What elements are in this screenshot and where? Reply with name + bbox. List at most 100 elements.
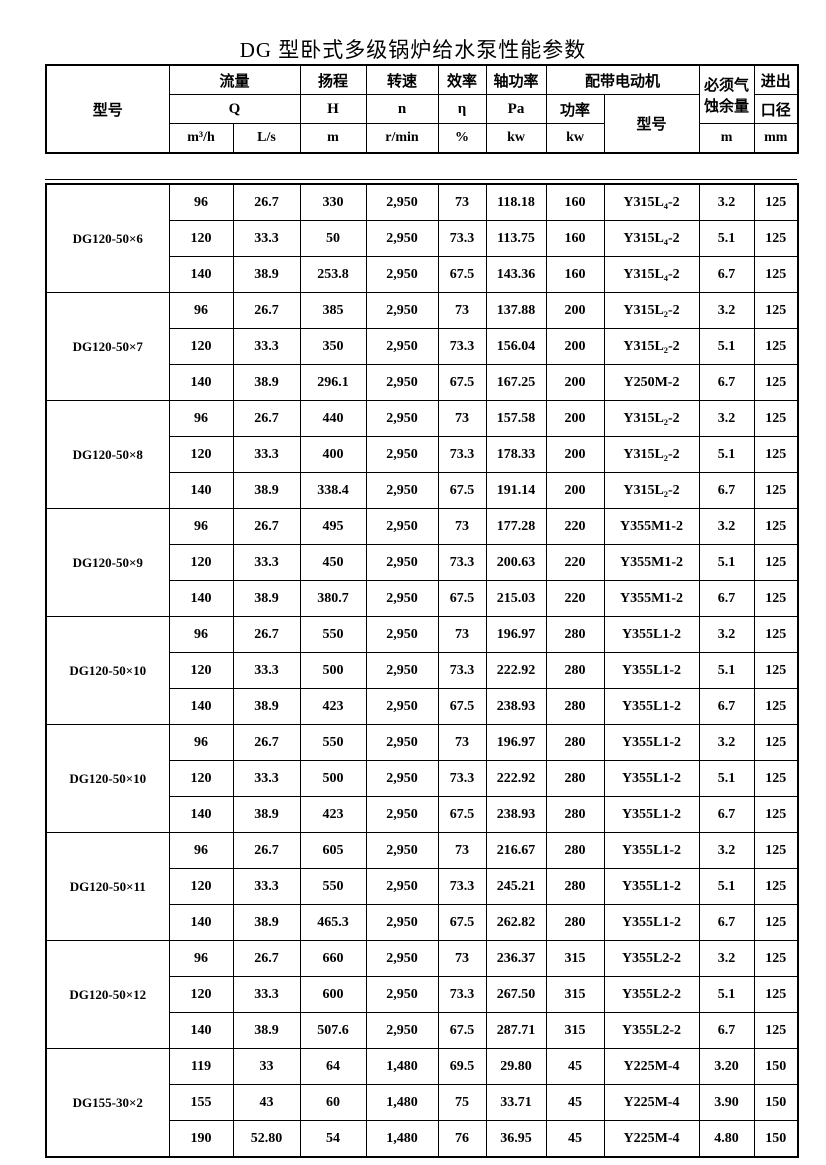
data-cell: 120 — [168, 220, 234, 257]
data-cell: 125 — [753, 1012, 799, 1049]
data-cell: 54 — [299, 1120, 367, 1158]
data-cell: 29.80 — [485, 1048, 547, 1085]
data-cell: Y355L1-2 — [603, 868, 700, 905]
data-cell: 350 — [299, 328, 367, 365]
data-cell: 33.3 — [232, 544, 301, 581]
data-cell: 5.1 — [698, 976, 755, 1013]
pump-model-cell: DG120-50×10 — [45, 616, 170, 725]
data-cell: 3.90 — [698, 1084, 755, 1121]
data-cell: Y315L₂-2 — [603, 436, 700, 473]
data-cell: 33.71 — [485, 1084, 547, 1121]
data-cell: 67.5 — [437, 796, 487, 833]
data-cell: 2,950 — [365, 796, 439, 833]
header-speed-symbol: n — [365, 94, 439, 124]
data-cell: 96 — [168, 832, 234, 869]
table-row: DG120-50×10 96 26.7 550 2,950 73 196.97 280 Y355… — [45, 724, 799, 833]
data-cell: 550 — [299, 868, 367, 905]
header-efficiency: 效率 — [437, 64, 487, 95]
data-cell: 2,950 — [365, 868, 439, 905]
data-cell: 73 — [437, 292, 487, 329]
data-cell: 26.7 — [232, 616, 301, 653]
pump-model-cell: DG120-50×6 — [45, 183, 170, 293]
data-cell: 196.97 — [485, 616, 547, 653]
data-cell: 125 — [753, 508, 799, 545]
data-cell: 196.97 — [485, 724, 547, 761]
table-row: 155 43 60 1,480 75 33.71 45 Y225M-4 3.90 150 — [46, 1084, 799, 1121]
data-cell: 245.21 — [485, 868, 547, 905]
data-cell: 125 — [753, 868, 799, 905]
table-row: 140 38.9 423 2,950 67.5 238.93 280 Y355L1-2 6.7 1… — [46, 688, 799, 725]
data-cell: 605 — [299, 832, 367, 869]
data-cell: 2,950 — [365, 544, 439, 581]
data-cell: 296.1 — [299, 364, 367, 401]
data-cell: 73 — [437, 400, 487, 437]
data-cell: 315 — [545, 940, 605, 977]
header-row-3: m³/h L/s m r/min % kw kw m mm — [46, 123, 799, 154]
data-cell: 423 — [299, 688, 367, 725]
data-cell: 1,480 — [365, 1120, 439, 1158]
header-row-1: 型号 流量 扬程 转速 效率 轴功率 配带电动机 必须气 蚀余量 进出 — [45, 64, 799, 154]
data-cell: 160 — [545, 183, 605, 221]
data-cell: Y355L1-2 — [603, 796, 700, 833]
data-cell: 38.9 — [232, 904, 301, 941]
header-head: 扬程 — [299, 64, 367, 95]
data-cell: 3.2 — [698, 292, 755, 329]
data-cell: 26.7 — [232, 183, 301, 221]
data-cell: 67.5 — [437, 472, 487, 509]
header-shaft-power: 轴功率 — [485, 64, 547, 95]
data-cell: 2,950 — [365, 832, 439, 869]
data-cell: 177.28 — [485, 508, 547, 545]
data-cell: 5.1 — [698, 220, 755, 257]
data-cell: Y225M-4 — [603, 1120, 700, 1158]
header-motor-power-unit: kw — [545, 123, 605, 154]
data-cell: 125 — [753, 796, 799, 833]
data-cell: 2,950 — [365, 508, 439, 545]
data-cell: 6.7 — [698, 904, 755, 941]
data-cell: 96 — [168, 292, 234, 329]
table-row: 120 33.3 450 2,950 73.3 200.63 220 Y355M1-2 5.1 1… — [46, 544, 799, 581]
data-cell: 75 — [437, 1084, 487, 1121]
header-npsh-line2: 蚀余量 — [704, 98, 750, 115]
data-cell: 96 — [168, 183, 234, 221]
data-cell: 73.3 — [437, 652, 487, 689]
data-cell: 200 — [545, 400, 605, 437]
data-cell: 125 — [753, 292, 799, 329]
data-cell: Y355L1-2 — [603, 832, 700, 869]
data-cell: 220 — [545, 580, 605, 617]
data-cell: Y355L1-2 — [603, 616, 700, 653]
data-cell: Y315L₂-2 — [603, 292, 700, 329]
pump-model-cell: DG120-50×10 — [45, 724, 170, 833]
data-cell: 125 — [753, 652, 799, 689]
data-cell: 200 — [545, 364, 605, 401]
data-cell: 45 — [545, 1120, 605, 1158]
data-cell: 140 — [168, 904, 234, 941]
data-cell: Y315L₄-2 — [603, 220, 700, 257]
data-cell: 222.92 — [485, 760, 547, 797]
table-row: DG120-50×7 96 26.7 385 2,950 73 137.88 200 Y315L… — [45, 292, 799, 401]
table-row: 120 33.3 550 2,950 73.3 245.21 280 Y355L1-2 5.1 1… — [46, 868, 799, 905]
table-body-block: DG120-50×6 96 26.7 330 2,950 73 118.18 160 Y315L… — [45, 179, 799, 1158]
data-cell: 120 — [168, 652, 234, 689]
data-cell: 33.3 — [232, 652, 301, 689]
data-cell: 118.18 — [485, 183, 547, 221]
data-cell: 2,950 — [365, 724, 439, 761]
table-row: 120 33.3 500 2,950 73.3 222.92 280 Y355L1-2 5.1 1… — [46, 652, 799, 689]
pump-model-cell: DG120-50×9 — [45, 508, 170, 617]
data-cell: 73 — [437, 940, 487, 977]
data-cell: 236.37 — [485, 940, 547, 977]
header-npsh: 必须气 蚀余量 — [698, 64, 755, 124]
data-cell: 222.92 — [485, 652, 547, 689]
pump-model-cell: DG120-50×11 — [45, 832, 170, 941]
data-cell: 6.7 — [698, 580, 755, 617]
header-head-symbol: H — [299, 94, 367, 124]
data-cell: 2,950 — [365, 688, 439, 725]
data-cell: 600 — [299, 976, 367, 1013]
data-cell: 113.75 — [485, 220, 547, 257]
data-cell: 2,950 — [365, 1012, 439, 1049]
data-cell: 125 — [753, 256, 799, 293]
table-row: 140 38.9 465.3 2,950 67.5 262.82 280 Y355L1-2 6.… — [46, 904, 799, 941]
data-cell: 38.9 — [232, 688, 301, 725]
page-title: DG 型卧式多级锅炉给水泵性能参数 — [239, 38, 587, 62]
header-efficiency-symbol: η — [437, 94, 487, 124]
